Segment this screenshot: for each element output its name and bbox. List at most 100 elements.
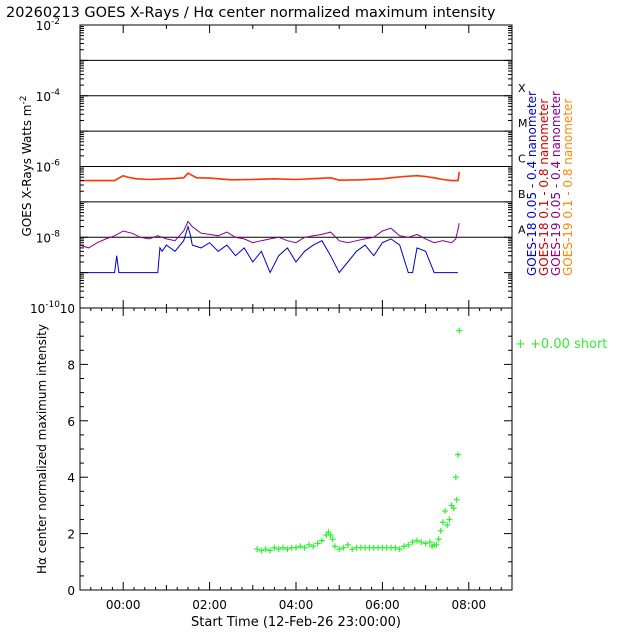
top-y-tick-exponent: -6 — [51, 159, 60, 169]
halpha-point — [329, 536, 336, 543]
halpha-point — [456, 327, 463, 334]
top-y-tick-label-0: 10-10 — [30, 300, 60, 316]
top-y-tick-exponent: -8 — [51, 229, 60, 239]
flare-class-label-X: X — [518, 82, 526, 95]
flare-class-gridlines — [80, 59, 512, 238]
halpha-point — [284, 546, 291, 553]
flare-class-labels: A B C M X — [518, 82, 528, 237]
halpha-point — [442, 508, 449, 515]
halpha-point — [305, 541, 312, 548]
halpha-point — [422, 540, 429, 547]
halpha-point — [437, 527, 444, 534]
halpha-point — [435, 536, 442, 543]
halpha-point — [344, 541, 351, 548]
halpha-point — [327, 532, 334, 539]
halpha-point — [401, 543, 407, 550]
goes-series-line-2 — [80, 224, 458, 274]
halpha-point — [439, 519, 446, 526]
halpha-point — [293, 544, 299, 551]
bottom-x-ticks: 00:00 02:00 04:00 06:00 08:00 — [79, 308, 513, 612]
goes-series-line-1 — [79, 220, 460, 249]
halpha-point — [444, 522, 451, 529]
top-y-tick-label-1: 10-8 — [36, 229, 61, 245]
goes-legend-entry-1: GOES-18 0.1 - 0.8 nanometer — [537, 99, 551, 276]
goes-legend-entry-0: GOES-18 0.05 - 0.4 nanometer — [525, 91, 539, 276]
halpha-point — [301, 544, 308, 551]
bottom-y-tick-label-5: 10 — [60, 302, 75, 316]
bottom-y-tick-label-3: 6 — [67, 415, 75, 429]
top-y-tick-base: 10 — [36, 19, 51, 33]
flare-class-label-A: A — [518, 223, 526, 236]
flare-class-label-C: C — [518, 153, 526, 166]
top-y-axis-label-text: GOES X-Rays Watts m — [20, 105, 34, 237]
top-y-axis-label: GOES X-Rays Watts m-2 — [19, 96, 34, 237]
top-y-tick-base: 10 — [36, 161, 51, 175]
bottom-x-tick-label-1: 02:00 — [192, 598, 227, 612]
top-y-tick-label-2: 10-6 — [36, 159, 61, 175]
halpha-point — [446, 516, 453, 523]
bottom-y-tick-label-4: 8 — [67, 358, 75, 372]
goes-series-group — [79, 171, 461, 274]
bottom-x-tick-label-2: 04:00 — [279, 598, 314, 612]
top-y-tick-exponent: -4 — [51, 88, 60, 98]
bottom-y-axis-label: Hα center normalized maximum intensity — [35, 324, 49, 574]
chart-title: 20260213 GOES X-Rays / Hα center normali… — [6, 5, 496, 21]
halpha-point — [258, 547, 265, 554]
halpha-point — [413, 537, 420, 544]
bottom-x-tick-label-4: 08:00 — [452, 598, 487, 612]
halpha-point — [405, 541, 412, 548]
top-y-tick-exponent: -10 — [45, 300, 60, 310]
top-x-ticks — [79, 25, 513, 308]
top-y-tick-base: 10 — [30, 302, 45, 316]
halpha-point — [340, 544, 347, 551]
halpha-point — [396, 546, 403, 553]
halpha-point — [349, 546, 356, 553]
halpha-point — [262, 546, 269, 553]
halpha-points — [254, 327, 463, 554]
halpha-point — [455, 451, 461, 458]
goes-legend-entry-3: GOES-19 0.1 - 0.8 nanometer — [561, 99, 575, 276]
bottom-y-tick-label-1: 2 — [67, 528, 75, 542]
halpha-point — [314, 540, 321, 547]
bottom-y-tick-label-2: 4 — [67, 471, 75, 485]
halpha-point — [318, 537, 325, 544]
top-y-tick-label-3: 10-4 — [36, 88, 61, 104]
bottom-y-ticks: 0 2 4 6 8 10 — [60, 302, 512, 598]
halpha-point — [336, 546, 343, 553]
bottom-y-tick-label-0: 0 — [67, 584, 75, 598]
halpha-point — [297, 543, 304, 550]
halpha-point — [254, 546, 261, 553]
halpha-point — [453, 496, 460, 503]
halpha-point — [392, 544, 399, 551]
top-y-tick-exponent: -2 — [51, 17, 60, 27]
halpha-point — [275, 546, 282, 553]
halpha-point — [267, 547, 274, 554]
goes-series-line-0 — [80, 171, 461, 182]
top-y-axis-label-exponent: -2 — [19, 96, 29, 105]
halpha-point — [418, 539, 425, 546]
top-y-tick-label-4: 10-2 — [36, 17, 60, 33]
halpha-legend: + +0.00 short — [515, 337, 607, 352]
halpha-point — [409, 539, 416, 546]
flare-class-label-M: M — [518, 117, 528, 130]
top-y-tick-base: 10 — [36, 90, 51, 104]
halpha-point — [450, 505, 457, 512]
halpha-point — [280, 544, 287, 551]
halpha-point — [310, 543, 317, 550]
halpha-point — [271, 544, 278, 551]
goes-legend-entry-2: GOES-19 0.05 - 0.4 nanometer — [549, 91, 563, 276]
bottom-x-tick-label-3: 06:00 — [365, 598, 400, 612]
halpha-point — [331, 543, 338, 550]
halpha-point — [452, 474, 459, 481]
halpha-panel: 0 2 4 6 8 10 00:00 02:00 04:00 06:00 08:00 Hα cen… — [35, 302, 607, 630]
bottom-x-axis-label: Start Time (12-Feb-26 23:00:00) — [191, 615, 401, 630]
bottom-x-tick-label-0: 00:00 — [106, 598, 141, 612]
halpha-point — [426, 539, 433, 546]
halpha-point — [433, 541, 440, 548]
flare-class-label-B: B — [518, 188, 526, 201]
